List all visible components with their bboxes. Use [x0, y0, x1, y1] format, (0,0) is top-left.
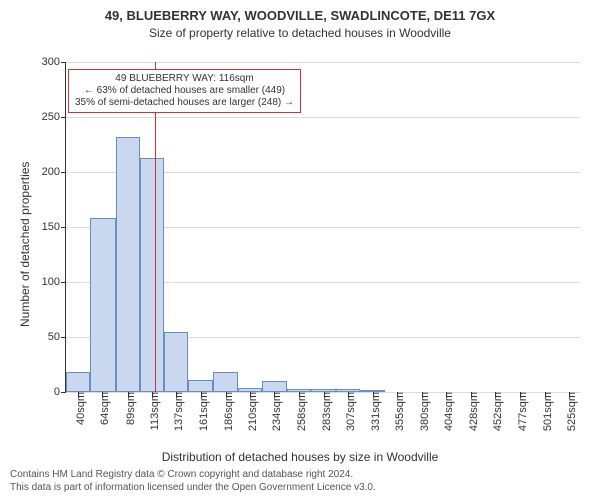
- x-axis-label: Distribution of detached houses by size …: [0, 450, 600, 464]
- annotation-box: 49 BLUEBERRY WAY: 116sqm← 63% of detache…: [68, 69, 301, 113]
- gridline: [66, 62, 581, 63]
- x-tick-label: 452sqm: [486, 392, 504, 431]
- annotation-line: 49 BLUEBERRY WAY: 116sqm: [75, 73, 294, 85]
- x-tick-label: 137sqm: [167, 392, 185, 431]
- annotation-line: 35% of semi-detached houses are larger (…: [75, 97, 294, 109]
- x-tick-label: 525sqm: [560, 392, 578, 431]
- x-tick-label: 113sqm: [143, 392, 161, 430]
- title-line-1: 49, BLUEBERRY WAY, WOODVILLE, SWADLINCOT…: [0, 8, 600, 23]
- plot-area: 40sqm64sqm89sqm113sqm137sqm161sqm186sqm2…: [65, 62, 581, 393]
- y-tick-mark: [61, 282, 66, 283]
- footer-line-1: Contains HM Land Registry data © Crown c…: [10, 468, 376, 481]
- x-tick-label: 331sqm: [364, 392, 382, 431]
- x-tick-label: 355sqm: [388, 392, 406, 431]
- footer-line-2: This data is part of information license…: [10, 481, 376, 494]
- gridline: [66, 117, 581, 118]
- x-tick-label: 404sqm: [437, 392, 455, 431]
- x-tick-label: 428sqm: [462, 392, 480, 431]
- y-axis-label: Number of detached properties: [18, 162, 32, 327]
- x-tick-label: 380sqm: [413, 392, 431, 431]
- x-tick-label: 501sqm: [536, 392, 554, 431]
- x-tick-label: 89sqm: [119, 392, 137, 425]
- x-tick-label: 186sqm: [217, 392, 235, 431]
- y-tick-mark: [61, 227, 66, 228]
- x-tick-label: 283sqm: [315, 392, 333, 431]
- y-tick-mark: [61, 172, 66, 173]
- histogram-bar: [66, 372, 90, 392]
- x-tick-label: 477sqm: [511, 392, 529, 431]
- title-line-2: Size of property relative to detached ho…: [0, 26, 600, 40]
- y-tick-mark: [61, 337, 66, 338]
- histogram-bar: [116, 137, 140, 392]
- y-tick-mark: [61, 392, 66, 393]
- histogram-bar: [90, 218, 115, 392]
- footer: Contains HM Land Registry data © Crown c…: [10, 468, 376, 494]
- histogram-bar: [213, 372, 238, 392]
- chart-container: 49, BLUEBERRY WAY, WOODVILLE, SWADLINCOT…: [0, 0, 600, 500]
- y-tick-mark: [61, 117, 66, 118]
- x-tick-label: 64sqm: [93, 392, 111, 425]
- x-tick-label: 161sqm: [192, 392, 210, 431]
- histogram-bar: [188, 380, 212, 392]
- x-tick-label: 40sqm: [69, 392, 87, 425]
- histogram-bar: [164, 332, 188, 393]
- x-tick-label: 258sqm: [290, 392, 308, 431]
- annotation-line: ← 63% of detached houses are smaller (44…: [75, 85, 294, 97]
- x-tick-label: 234sqm: [265, 392, 283, 431]
- x-tick-label: 210sqm: [241, 392, 259, 431]
- histogram-bar: [262, 381, 286, 392]
- histogram-bar: [140, 158, 164, 392]
- x-tick-label: 307sqm: [339, 392, 357, 431]
- y-tick-mark: [61, 62, 66, 63]
